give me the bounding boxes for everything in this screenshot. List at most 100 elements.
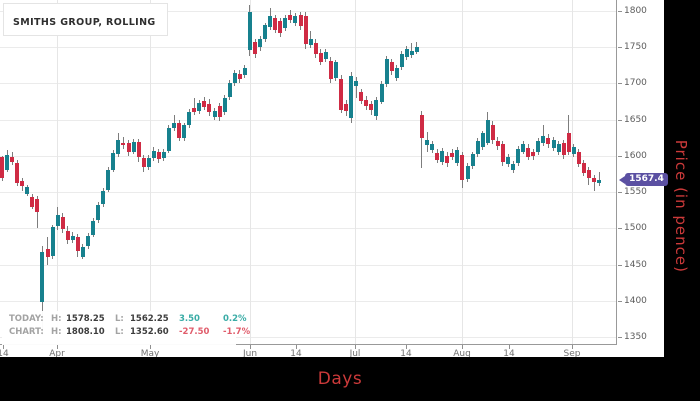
candle-body xyxy=(35,199,40,212)
candle-body xyxy=(374,100,379,117)
x-axis-tick-label: Aug xyxy=(453,349,471,359)
last-price-badge: 1567.4 xyxy=(619,173,668,186)
gridline-horizontal xyxy=(0,83,616,85)
gridline-horizontal xyxy=(0,192,616,194)
candle-body xyxy=(364,100,369,106)
candle-body xyxy=(278,21,283,34)
candle-body xyxy=(136,142,141,158)
candle-body xyxy=(597,179,602,184)
gridline-vertical xyxy=(355,0,356,344)
gridline-horizontal xyxy=(0,119,616,121)
legend-today-low-value: 1562.25 xyxy=(130,314,169,324)
candle-body xyxy=(156,152,161,159)
x-axis-tick-label: 14 xyxy=(400,349,412,359)
candle-body xyxy=(328,60,333,80)
y-axis-tick-label: 1450 xyxy=(624,259,647,270)
last-price-value: 1567.4 xyxy=(629,174,664,184)
y-axis-tick xyxy=(618,11,622,12)
y-axis-tick xyxy=(618,83,622,85)
candle-body xyxy=(308,38,313,46)
candle-body xyxy=(151,150,156,159)
candle-body xyxy=(288,14,293,20)
x-axis-tick-label: 14 xyxy=(290,349,302,359)
candle-body xyxy=(480,133,485,148)
candle-body xyxy=(531,152,536,156)
candle-body xyxy=(485,119,490,143)
x-axis-tick xyxy=(57,345,58,349)
x-axis-tick-label: May xyxy=(140,349,160,359)
x-axis-title: Days xyxy=(317,369,363,389)
candle-wick xyxy=(411,42,413,59)
candle-body xyxy=(521,144,526,152)
candle-body xyxy=(339,79,344,110)
x-axis-tick xyxy=(572,345,573,349)
legend-chart-label: CHART: xyxy=(9,327,44,337)
candle-body xyxy=(318,53,323,62)
chart-title: SMITHS GROUP, ROLLING xyxy=(13,17,156,28)
candle-body xyxy=(460,155,465,180)
candle-body xyxy=(430,144,435,151)
candle-body xyxy=(576,152,581,164)
candle-wick xyxy=(593,174,595,192)
x-axis-tick xyxy=(296,345,297,349)
candle-wick xyxy=(421,110,423,169)
candle-body xyxy=(516,148,521,164)
x-axis-title-strip: Days xyxy=(0,357,700,401)
candle-body xyxy=(30,197,35,207)
candle-body xyxy=(470,154,475,167)
candle-body xyxy=(511,163,516,170)
candle-body xyxy=(146,158,151,167)
candle-body xyxy=(111,152,116,170)
y-axis-tick-label: 1650 xyxy=(624,114,647,125)
y-axis-tick-label: 1700 xyxy=(624,78,647,89)
y-axis-tick xyxy=(618,119,622,121)
candle-body xyxy=(187,111,192,125)
y-axis-tick-label: 1800 xyxy=(624,6,647,16)
candle-body xyxy=(298,15,303,27)
candle-body xyxy=(192,108,197,113)
legend-chart-low-label: L: xyxy=(115,327,124,337)
candle-body xyxy=(419,115,424,138)
candle-body xyxy=(404,48,409,58)
candle-body xyxy=(80,247,85,257)
gridline-horizontal xyxy=(0,228,616,230)
candle-body xyxy=(445,155,450,164)
candle-body xyxy=(581,163,586,173)
candle-body xyxy=(222,97,227,113)
x-axis-tick xyxy=(355,345,356,349)
candle-body xyxy=(394,68,399,78)
x-axis-tick xyxy=(250,345,251,349)
candle-body xyxy=(344,103,349,111)
x-axis-tick xyxy=(3,345,4,349)
legend-today-high-value: 1578.25 xyxy=(66,314,105,324)
candle-body xyxy=(70,235,75,240)
candle-body xyxy=(384,58,389,85)
candle-body xyxy=(263,25,268,40)
candle-wick xyxy=(598,171,600,186)
candle-body xyxy=(273,18,278,30)
candlestick-plot-area[interactable] xyxy=(0,0,617,345)
candle-body xyxy=(541,135,546,143)
x-axis-tick xyxy=(509,345,510,349)
y-axis-tick xyxy=(618,228,622,230)
candle-body xyxy=(414,47,419,52)
legend-today-low-label: L: xyxy=(115,314,124,324)
candle-body xyxy=(217,105,222,118)
candle-body xyxy=(354,81,359,86)
candle-body xyxy=(126,142,131,153)
candle-body xyxy=(561,142,566,156)
x-axis-tick-label: Sep xyxy=(563,349,581,359)
candle-body xyxy=(242,67,247,75)
y-axis-title: Price (in pence) xyxy=(672,139,690,273)
candle-body xyxy=(303,16,308,45)
candle-body xyxy=(500,144,505,163)
candle-body xyxy=(475,140,480,155)
candle-body xyxy=(551,139,556,148)
gridline-horizontal xyxy=(0,300,616,302)
candle-body xyxy=(75,237,80,251)
candle-body xyxy=(536,140,541,153)
candle-wick xyxy=(193,97,195,116)
candle-wick xyxy=(355,76,357,98)
candle-body xyxy=(45,248,50,258)
candle-body xyxy=(232,72,237,83)
